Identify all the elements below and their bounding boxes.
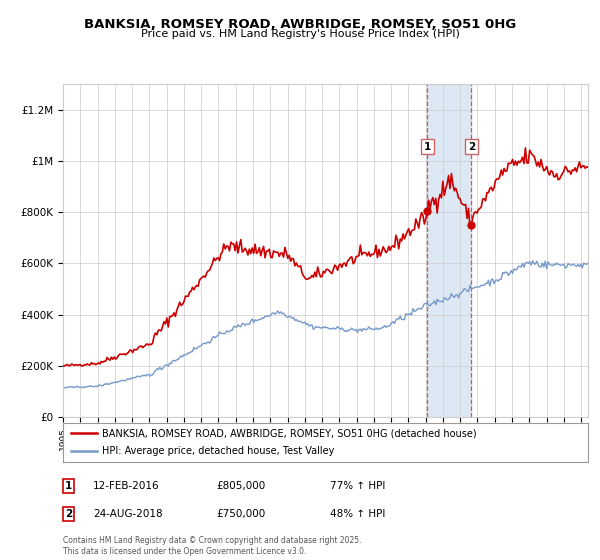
Text: 1: 1 (424, 142, 431, 152)
Text: 1: 1 (65, 481, 72, 491)
Text: 77% ↑ HPI: 77% ↑ HPI (330, 481, 385, 491)
Text: 2: 2 (65, 509, 72, 519)
Text: £805,000: £805,000 (216, 481, 265, 491)
Text: 48% ↑ HPI: 48% ↑ HPI (330, 509, 385, 519)
Text: Contains HM Land Registry data © Crown copyright and database right 2025.
This d: Contains HM Land Registry data © Crown c… (63, 536, 361, 556)
Text: HPI: Average price, detached house, Test Valley: HPI: Average price, detached house, Test… (103, 446, 335, 456)
Bar (427, 84, 472, 417)
Text: 12-FEB-2016: 12-FEB-2016 (93, 481, 160, 491)
Text: £750,000: £750,000 (216, 509, 265, 519)
Text: Price paid vs. HM Land Registry's House Price Index (HPI): Price paid vs. HM Land Registry's House … (140, 29, 460, 39)
Text: BANKSIA, ROMSEY ROAD, AWBRIDGE, ROMSEY, SO51 0HG: BANKSIA, ROMSEY ROAD, AWBRIDGE, ROMSEY, … (84, 18, 516, 31)
Text: BANKSIA, ROMSEY ROAD, AWBRIDGE, ROMSEY, SO51 0HG (detached house): BANKSIA, ROMSEY ROAD, AWBRIDGE, ROMSEY, … (103, 428, 477, 438)
Text: 24-AUG-2018: 24-AUG-2018 (93, 509, 163, 519)
Text: 2: 2 (468, 142, 475, 152)
